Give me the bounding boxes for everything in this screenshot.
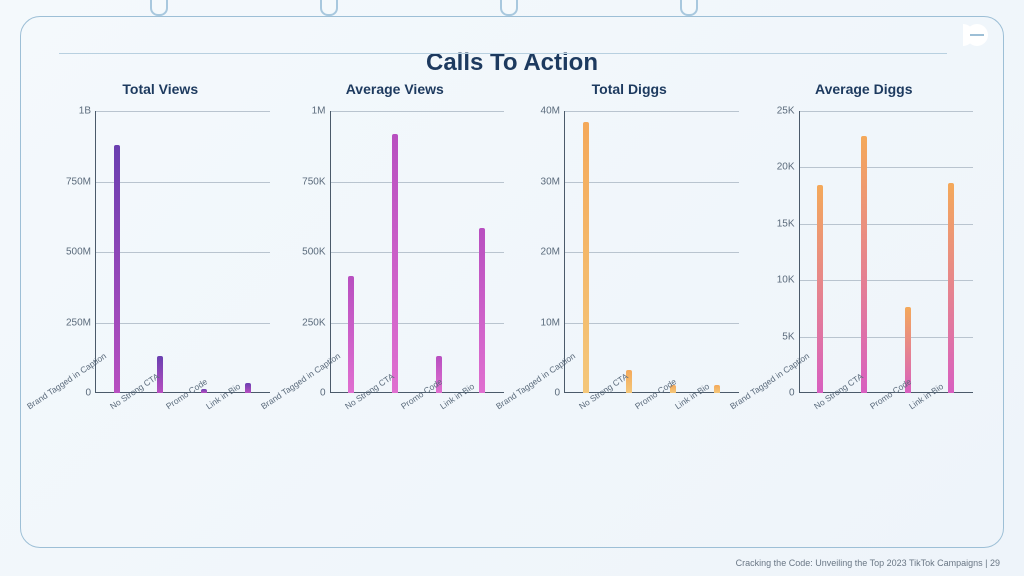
- y-tick-label: 250M: [47, 317, 91, 328]
- footer-text: Cracking the Code: Unveiling the Top 202…: [736, 558, 1000, 568]
- y-tick-label: 500K: [282, 247, 326, 258]
- y-tick-label: 20M: [516, 247, 560, 258]
- y-tick-label: 10M: [516, 317, 560, 328]
- bar: [245, 383, 251, 393]
- chart-panel: Average Views0250K500K750K1MBrand Tagged…: [282, 81, 509, 465]
- binder-ring: [680, 0, 698, 16]
- chart-panel: Total Diggs010M20M30M40MBrand Tagged in …: [516, 81, 743, 465]
- bar: [583, 122, 589, 393]
- y-tick-label: 500M: [47, 247, 91, 258]
- bars-group: [799, 111, 974, 393]
- y-tick-label: 250K: [282, 317, 326, 328]
- bar: [626, 370, 632, 393]
- x-labels: Brand Tagged in CaptionNo Strong CTAProm…: [95, 393, 270, 465]
- slide-frame: Calls To Action Total Views0250M500M750M…: [20, 16, 1004, 548]
- plot-area: 010M20M30M40MBrand Tagged in CaptionNo S…: [516, 105, 743, 465]
- bars-group: [95, 111, 270, 393]
- bar: [114, 145, 120, 393]
- binder-ring: [150, 0, 168, 16]
- y-tick-label: 40M: [516, 106, 560, 117]
- y-tick-label: 15K: [751, 218, 795, 229]
- brand-logo: [942, 24, 988, 46]
- plot: [799, 111, 974, 393]
- plot: [330, 111, 505, 393]
- bar: [817, 185, 823, 393]
- y-tick-label: 30M: [516, 176, 560, 187]
- bar: [479, 228, 485, 393]
- bars-group: [564, 111, 739, 393]
- y-tick-label: 10K: [751, 275, 795, 286]
- bar: [948, 183, 954, 393]
- plot: [95, 111, 270, 393]
- bar: [714, 385, 720, 393]
- bar: [392, 134, 398, 393]
- chart-title: Total Diggs: [516, 81, 743, 97]
- y-tick-label: 1M: [282, 106, 326, 117]
- binder-ring: [320, 0, 338, 16]
- y-tick-label: 20K: [751, 162, 795, 173]
- x-labels: Brand Tagged in CaptionNo Strong CTAProm…: [564, 393, 739, 465]
- chart-title: Average Diggs: [751, 81, 978, 97]
- x-labels: Brand Tagged in CaptionNo Strong CTAProm…: [330, 393, 505, 465]
- y-tick-label: 750K: [282, 176, 326, 187]
- chart-title: Average Views: [282, 81, 509, 97]
- divider: [59, 53, 947, 54]
- bar: [861, 136, 867, 393]
- plot-area: 0250K500K750K1MBrand Tagged in CaptionNo…: [282, 105, 509, 465]
- bars-group: [330, 111, 505, 393]
- plot-area: 05K10K15K20K25KBrand Tagged in CaptionNo…: [751, 105, 978, 465]
- x-labels: Brand Tagged in CaptionNo Strong CTAProm…: [799, 393, 974, 465]
- y-tick-label: 750M: [47, 176, 91, 187]
- y-tick-label: 1B: [47, 106, 91, 117]
- plot-area: 0250M500M750M1BBrand Tagged in CaptionNo…: [47, 105, 274, 465]
- binder-ring: [500, 0, 518, 16]
- charts-row: Total Views0250M500M750M1BBrand Tagged i…: [43, 81, 981, 465]
- plot: [564, 111, 739, 393]
- chart-title: Total Views: [47, 81, 274, 97]
- chart-panel: Total Views0250M500M750M1BBrand Tagged i…: [47, 81, 274, 465]
- y-tick-label: 5K: [751, 331, 795, 342]
- y-tick-label: 25K: [751, 106, 795, 117]
- chart-panel: Average Diggs05K10K15K20K25KBrand Tagged…: [751, 81, 978, 465]
- bar: [348, 276, 354, 393]
